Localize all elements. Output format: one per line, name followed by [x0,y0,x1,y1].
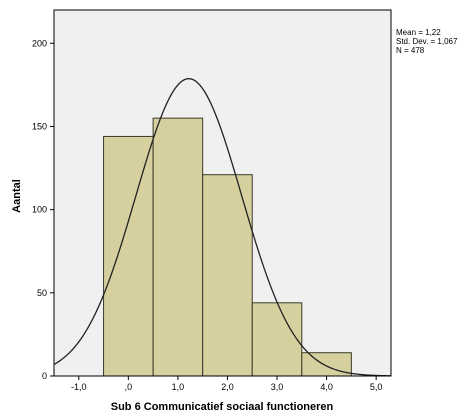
y-tick-label: 100 [32,205,47,215]
histogram-bar-3 [202,174,253,377]
x-tick-label: 2,0 [221,382,234,392]
y-axis: 0 50 100 150 200 [32,38,54,381]
y-tick-label: 200 [32,38,47,48]
bars-layer [103,117,352,377]
x-axis: -1,0 ,0 1,0 2,0 3,0 4,0 5,0 [71,376,382,392]
y-tick-label: 0 [42,371,47,381]
stats-mean: Mean = 1,22 [396,28,441,37]
y-tick-label: 150 [32,121,47,131]
y-axis-title: Aantal [11,179,23,213]
histogram-bar-2 [152,117,204,377]
x-tick-label: 5,0 [370,382,383,392]
histogram-bar-1 [103,135,154,377]
x-tick-label: ,0 [125,382,133,392]
x-axis-title: Sub 6 Communicatief sociaal functioneren [111,401,334,413]
histogram-bar-4 [251,302,303,377]
statistics-legend: Mean = 1,22 Std. Dev. = 1,067 N = 478 [396,28,458,55]
x-tick-label: 3,0 [271,382,284,392]
plot-frame [53,9,392,377]
stats-std-dev: Std. Dev. = 1,067 [396,37,458,46]
x-tick-label: -1,0 [71,382,87,392]
normal-curve [53,78,392,377]
stats-n: N = 478 [396,46,425,55]
x-tick-label: 4,0 [320,382,333,392]
y-tick-label: 50 [37,288,47,298]
x-tick-label: 1,0 [172,382,185,392]
